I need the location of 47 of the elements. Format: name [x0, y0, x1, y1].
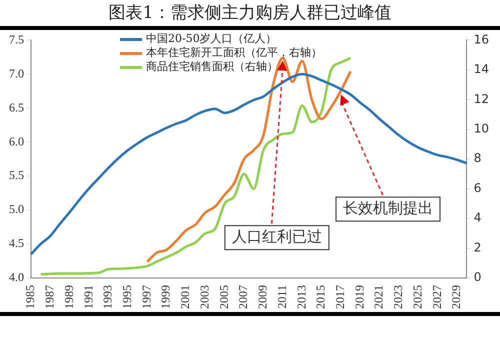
x-tick-label: 2009 — [256, 285, 270, 309]
x-tick-label: 2029 — [449, 285, 464, 309]
x-tick-label: 1989 — [62, 285, 76, 309]
x-tick-label: 2015 — [314, 285, 328, 309]
x-tick-label: 2027 — [430, 285, 444, 309]
line-series — [30, 72, 468, 256]
y2-tick-label: 8 — [474, 151, 482, 166]
y2-tick-label: 6 — [474, 180, 482, 195]
y-tick-label: 4.5 — [9, 236, 24, 250]
y-tick-label: 4.0 — [9, 270, 24, 284]
legend-label: 商品住宅销售面积（右轴） — [146, 60, 278, 74]
y2-tick-label: 4 — [474, 210, 482, 225]
x-tick-label: 1991 — [81, 285, 96, 309]
legend-label: 中国20-50岁人口（亿人） — [146, 32, 277, 46]
x-tick-label: 2021 — [372, 285, 386, 309]
chart-title: 图表1：需求侧主力购房人群已过峰值 — [0, 0, 500, 30]
annotation: 人口红利已过 — [232, 228, 322, 246]
x-tick-label: 2019 — [352, 285, 366, 309]
y2-tick-label: 10 — [474, 122, 490, 136]
x-tick-label: 1987 — [42, 285, 57, 309]
y-tick-label: 6.5 — [9, 100, 24, 114]
y2-tick-label: 12 — [474, 92, 490, 106]
x-tick-label: 2011 — [274, 285, 289, 309]
x-tick-label: 2007 — [236, 285, 250, 309]
x-tick-label: 2005 — [216, 285, 231, 309]
y-tick-label: 6.0 — [9, 134, 24, 148]
x-tick-label: 1993 — [100, 285, 115, 309]
y2-tick-label: 16 — [474, 32, 490, 46]
x-tick-label: 1995 — [120, 285, 134, 309]
y2-tick-label: 2 — [474, 240, 482, 254]
y-tick-label: 5.0 — [9, 202, 24, 216]
y-tick-label: 5.5 — [9, 168, 24, 182]
x-tick-label: 2023 — [391, 285, 406, 309]
x-tick-label: 2001 — [178, 285, 192, 309]
y-tick-label: 7.0 — [9, 66, 24, 80]
annotation: 长效机制提出 — [343, 199, 434, 218]
x-tick-label: 1985 — [23, 285, 38, 309]
legend-label: 本年住宅新开工面积（亿平，右轴） — [146, 46, 322, 60]
y2-tick-label: 0 — [474, 270, 482, 284]
x-tick-label: 1999 — [158, 285, 173, 309]
x-tick-label: 2003 — [197, 285, 212, 309]
x-tick-label: 2013 — [294, 285, 308, 309]
x-tick-label: 2017 — [333, 285, 348, 309]
y-tick-label: 7.5 — [9, 32, 24, 46]
x-tick-label: 1997 — [139, 285, 154, 309]
y2-tick-label: 14 — [474, 62, 490, 76]
x-tick-label: 2025 — [410, 285, 424, 309]
